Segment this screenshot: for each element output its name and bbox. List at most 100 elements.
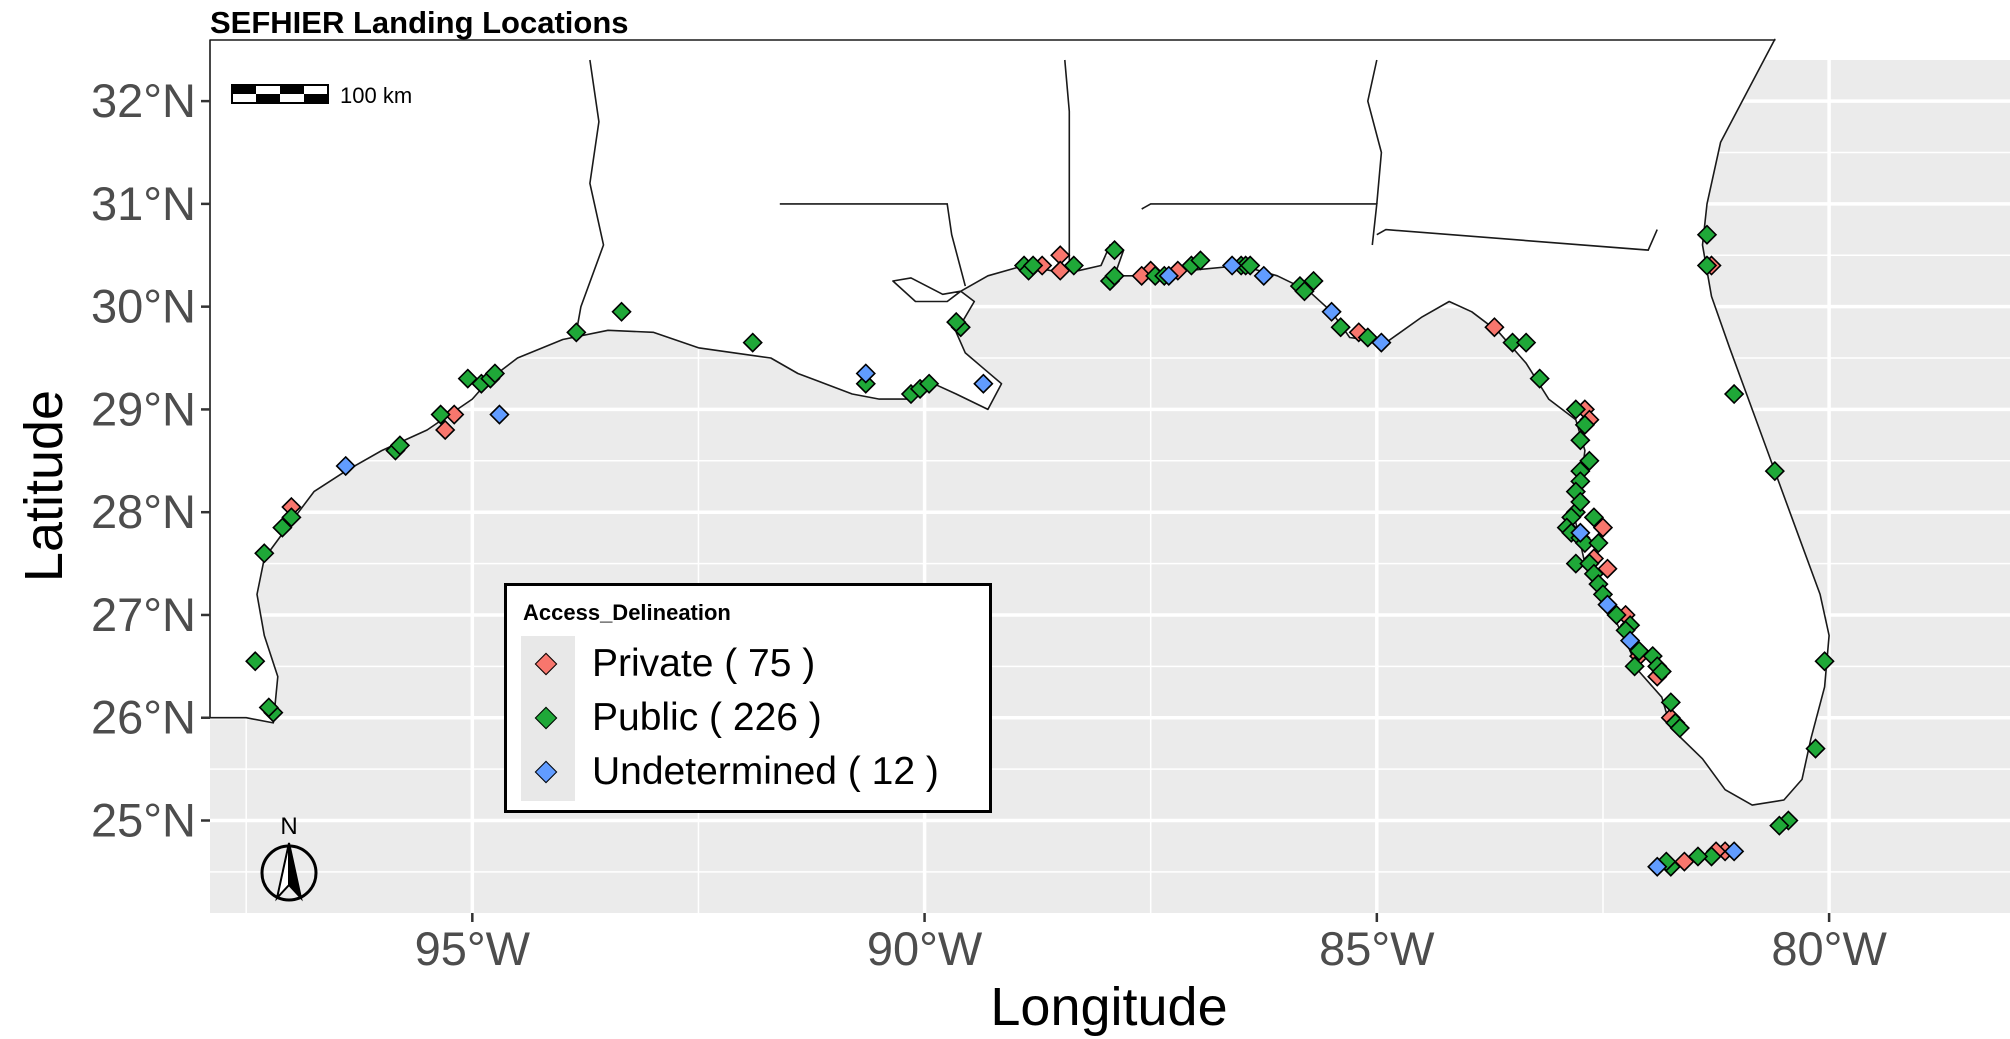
north-arrow: N bbox=[260, 813, 318, 902]
landing-point bbox=[1597, 594, 1618, 615]
landing-point bbox=[1592, 517, 1614, 538]
landing-point bbox=[1574, 414, 1596, 435]
landing-point bbox=[1769, 815, 1790, 836]
landing-point bbox=[1321, 301, 1342, 322]
legend-item-public: Public ( 226 ) bbox=[507, 690, 987, 744]
x-tick-label: 85°W bbox=[1319, 922, 1435, 975]
landing-point bbox=[1701, 846, 1722, 867]
landing-point bbox=[435, 419, 456, 441]
landing-point bbox=[1565, 399, 1586, 420]
landing-point bbox=[566, 322, 587, 343]
state-border bbox=[1376, 228, 1658, 251]
y-tick-label: 29°N bbox=[91, 382, 196, 435]
landing-point bbox=[855, 363, 876, 384]
landing-point bbox=[1158, 265, 1179, 286]
legend: Access_Delineation Private ( 75 ) Public… bbox=[504, 583, 992, 813]
y-tick-label: 31°N bbox=[91, 177, 196, 230]
legend-item-private: Private ( 75 ) bbox=[507, 636, 987, 690]
landing-point bbox=[1484, 317, 1505, 338]
landing-point bbox=[1583, 507, 1605, 528]
north-arrow-label: N bbox=[280, 813, 297, 840]
state-border bbox=[779, 203, 967, 287]
x-axis-label: Longitude bbox=[990, 977, 1227, 1037]
landing-point bbox=[1240, 255, 1261, 276]
landing-point bbox=[1647, 856, 1668, 877]
landing-point bbox=[1570, 522, 1591, 543]
landing-point bbox=[1588, 532, 1609, 554]
landing-point bbox=[389, 435, 411, 456]
legend-key-undetermined bbox=[534, 760, 558, 784]
landing-point bbox=[281, 507, 302, 528]
landing-point bbox=[430, 404, 451, 425]
landing-point bbox=[1606, 604, 1627, 626]
legend-item-undetermined: Undetermined ( 12 ) bbox=[507, 744, 987, 798]
landing-point bbox=[1660, 692, 1681, 713]
landing-point bbox=[855, 373, 876, 394]
landing-point bbox=[742, 332, 763, 353]
legend-key-private bbox=[534, 652, 558, 676]
legend-label-undetermined: Undetermined ( 12 ) bbox=[592, 750, 939, 793]
landing-point bbox=[1651, 661, 1672, 682]
landing-point bbox=[1570, 491, 1591, 513]
state-border bbox=[575, 59, 605, 333]
landing-point bbox=[335, 455, 356, 477]
landing-point bbox=[1330, 317, 1351, 338]
landing-point bbox=[1371, 332, 1392, 353]
map-panel[interactable] bbox=[209, 38, 2010, 913]
x-tick-label: 95°W bbox=[415, 922, 531, 975]
landing-point bbox=[1190, 250, 1211, 271]
scale-bar-label: 100 km bbox=[340, 83, 412, 108]
landing-point bbox=[245, 651, 266, 672]
landing-point bbox=[1669, 717, 1690, 739]
state-border bbox=[1141, 203, 1378, 246]
landing-point bbox=[1104, 265, 1125, 286]
landing-point bbox=[1570, 430, 1591, 451]
landing-point bbox=[1303, 270, 1324, 292]
landing-point bbox=[258, 697, 279, 718]
landing-point bbox=[1723, 383, 1745, 405]
landing-points bbox=[245, 224, 1835, 877]
landing-point bbox=[1814, 651, 1835, 672]
landing-point bbox=[1515, 332, 1537, 353]
landing-point bbox=[272, 517, 293, 538]
y-tick-label: 32°N bbox=[91, 74, 196, 127]
landing-point bbox=[1687, 846, 1709, 867]
legend-key-public bbox=[534, 706, 558, 730]
landing-point bbox=[918, 373, 940, 394]
landing-point bbox=[484, 363, 506, 384]
x-tick-label: 90°W bbox=[867, 922, 983, 975]
state-borders bbox=[575, 59, 1658, 333]
x-tick-label: 80°W bbox=[1771, 922, 1887, 975]
y-tick-label: 26°N bbox=[91, 691, 196, 744]
landing-point bbox=[1696, 224, 1718, 245]
x-axis-ticks: 95°W 90°W 85°W 80°W bbox=[415, 913, 1887, 975]
landing-point bbox=[254, 543, 275, 564]
landing-point bbox=[946, 311, 967, 333]
y-tick-label: 27°N bbox=[91, 588, 196, 641]
landing-point bbox=[1723, 841, 1745, 862]
y-tick-label: 25°N bbox=[91, 794, 196, 847]
landing-point bbox=[1619, 630, 1641, 651]
y-axis-label: Latitude bbox=[14, 390, 74, 582]
landing-point bbox=[1063, 255, 1084, 276]
landing-point bbox=[444, 404, 465, 425]
scale-bar: 100 km bbox=[231, 83, 412, 108]
y-axis-ticks: 25°N 26°N 27°N 28°N 29°N 30°N 31°N 32°N bbox=[91, 74, 210, 847]
state-border bbox=[1366, 59, 1383, 204]
landing-point bbox=[1221, 255, 1243, 276]
state-border bbox=[1064, 59, 1071, 266]
landing-point bbox=[1764, 460, 1785, 482]
landing-point bbox=[1131, 265, 1152, 286]
landing-point bbox=[973, 373, 994, 394]
landing-point bbox=[611, 301, 632, 322]
landing-point bbox=[1579, 450, 1600, 471]
legend-label-private: Private ( 75 ) bbox=[592, 642, 816, 685]
landing-point bbox=[1502, 332, 1523, 353]
landing-point bbox=[1696, 255, 1718, 276]
landing-point bbox=[1624, 656, 1645, 677]
landing-point bbox=[1104, 239, 1125, 261]
landing-point bbox=[489, 404, 510, 425]
landing-point bbox=[1294, 281, 1315, 302]
legend-title: Access_Delineation bbox=[523, 600, 731, 625]
